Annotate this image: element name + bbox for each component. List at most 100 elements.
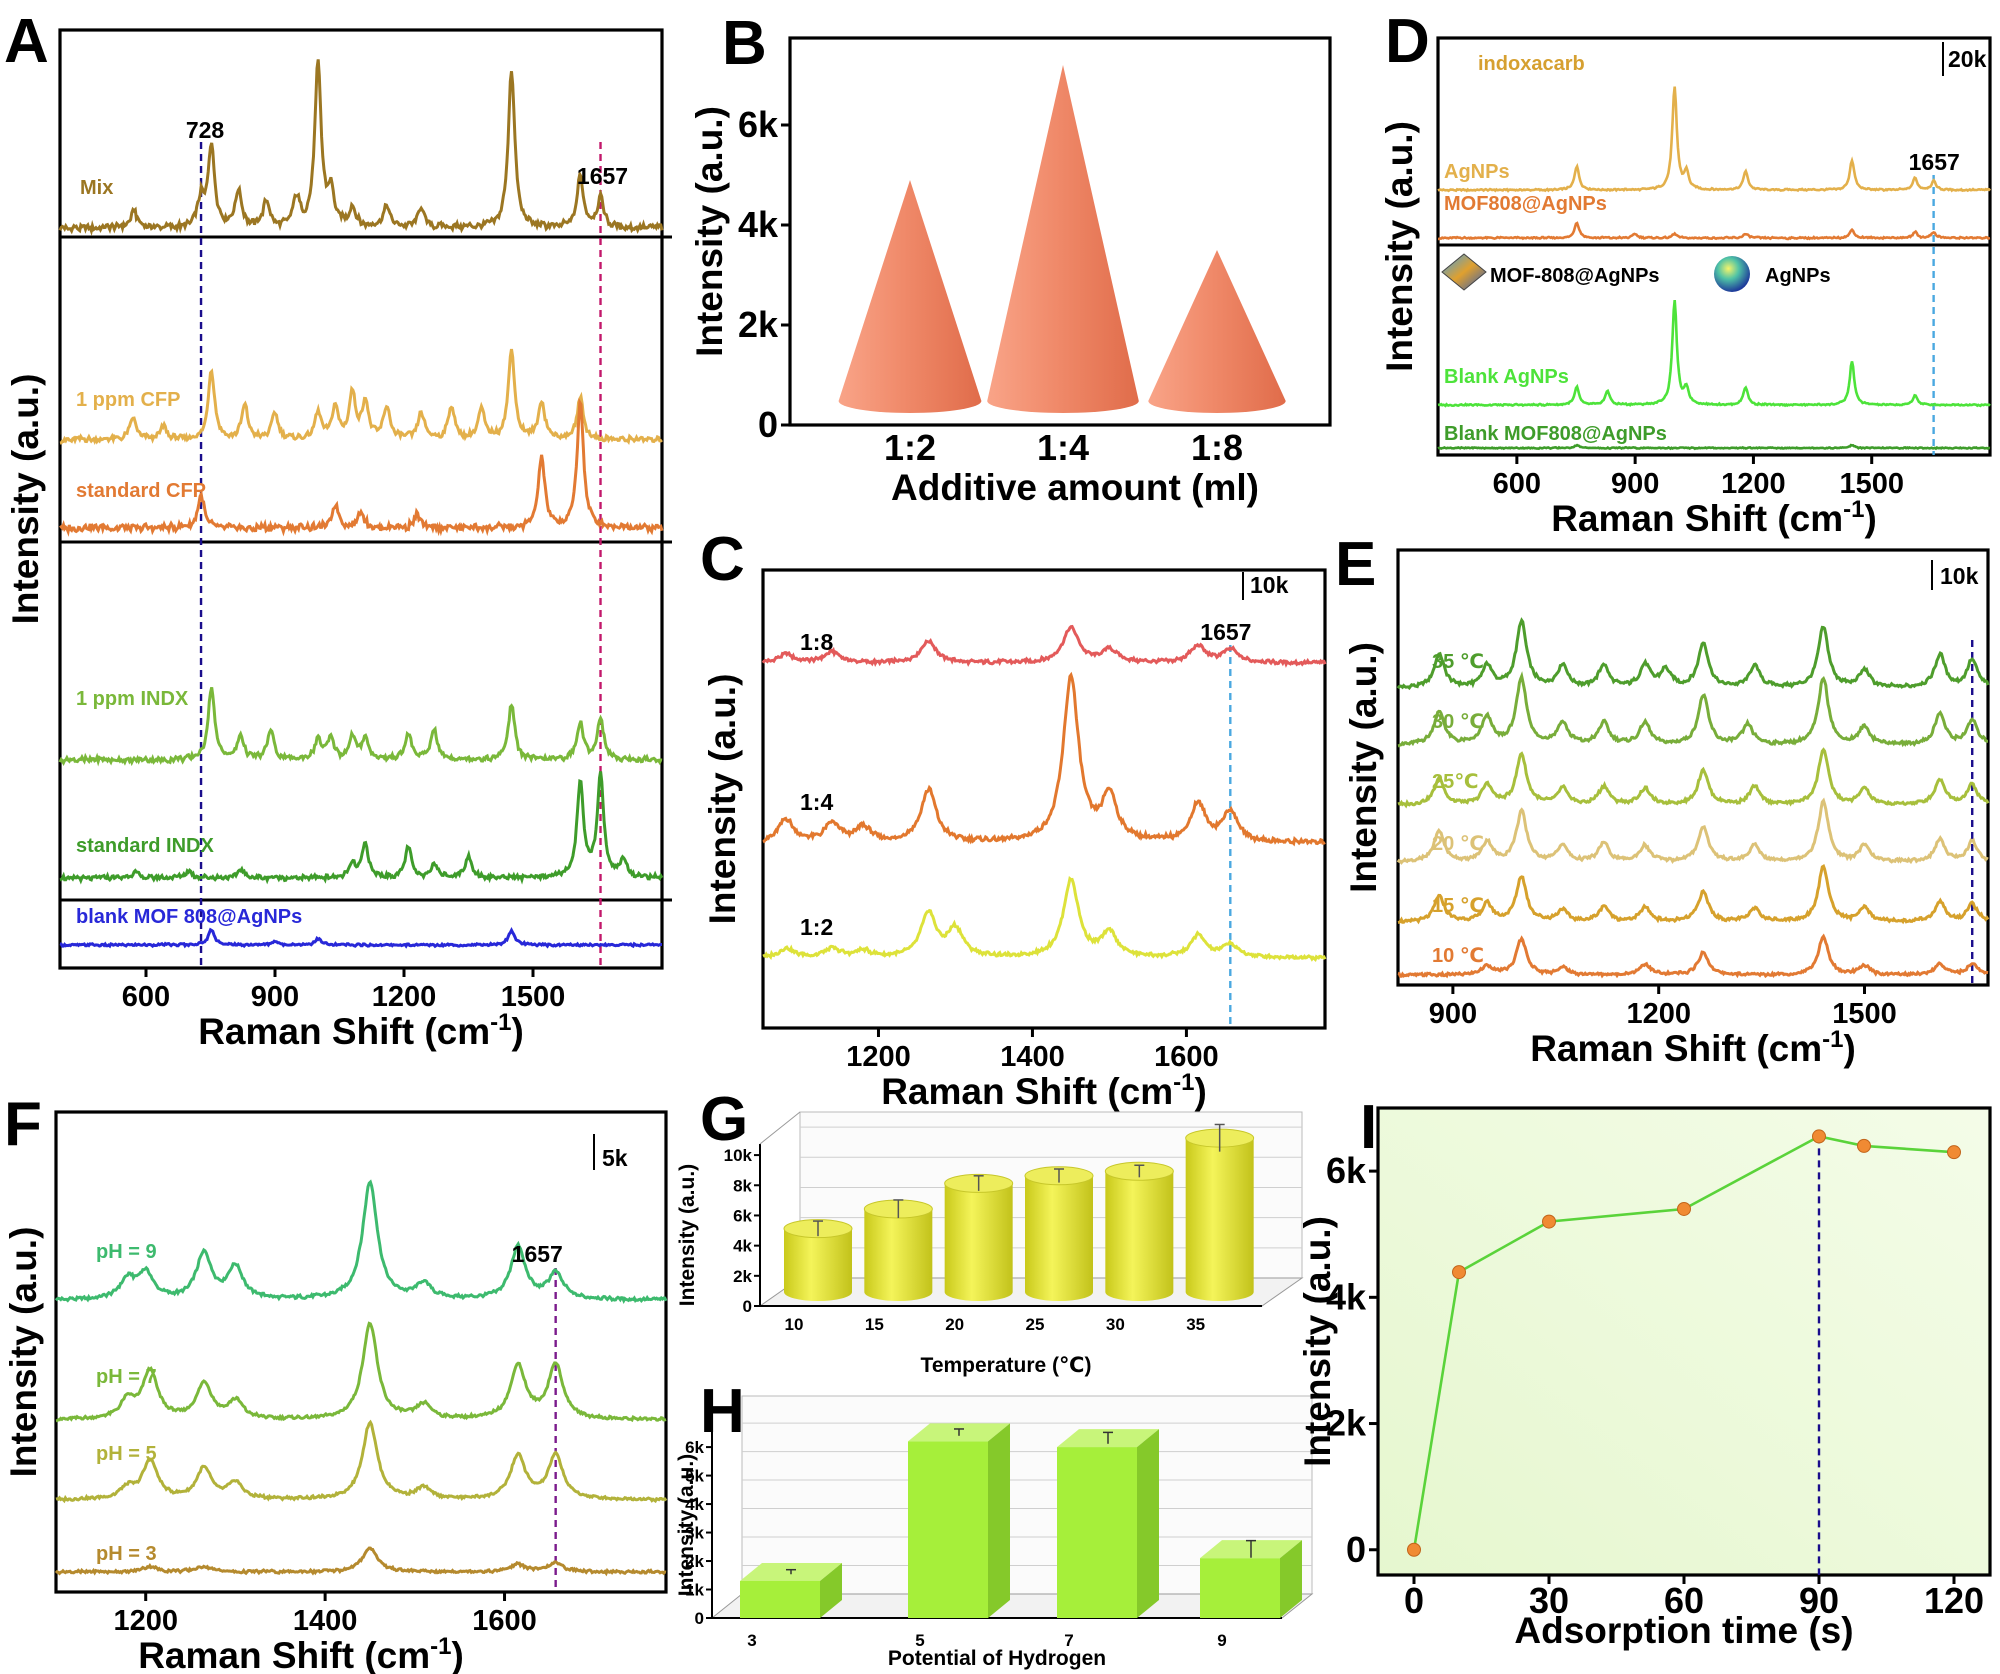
- box-side: [1280, 1540, 1302, 1618]
- y-axis-title: Intensity (a.u.): [1343, 642, 1384, 893]
- plot-background: [1378, 1108, 1990, 1575]
- cone-bar: [838, 180, 982, 413]
- series-line-3: [1437, 299, 1991, 408]
- panel-letter-c: C: [700, 525, 745, 594]
- marker-label: 1657: [1909, 149, 1960, 175]
- scale-label: 20k: [1948, 46, 1987, 72]
- y-axis-title: Intensity (a.u.): [702, 674, 743, 925]
- y-tick-label: 5k: [685, 1467, 704, 1486]
- y-axis-title: Intensity (a.u.): [676, 1164, 699, 1306]
- data-point: [1542, 1214, 1556, 1229]
- series-label: MOF808@AgNPs: [1444, 193, 1607, 215]
- y-tick-label: 4k: [685, 1495, 704, 1514]
- panel-letter-a: A: [4, 7, 49, 76]
- x-tick-label: 1600: [472, 1605, 537, 1637]
- y-tick-label: 0: [743, 1297, 752, 1316]
- cylinder-bar: [944, 1183, 1013, 1301]
- y-tick-label: 6k: [1326, 1150, 1367, 1191]
- series-line-2: [55, 1321, 667, 1423]
- panel-letter-h: H: [700, 1377, 745, 1446]
- cylinder-bar: [1025, 1175, 1093, 1301]
- series-line-2: [59, 348, 663, 446]
- series-label: 15 ℃: [1432, 895, 1484, 917]
- cone-bar: [1148, 250, 1286, 413]
- data-point: [1947, 1145, 1961, 1160]
- x-axis-title: Raman Shift (cm-1): [198, 1009, 524, 1052]
- y-tick-label: 6k: [733, 1206, 752, 1225]
- marker-label: 728: [186, 117, 225, 143]
- x-tick-label: 90: [1799, 1580, 1839, 1621]
- cylinder-bar: [784, 1228, 852, 1301]
- y-tick-label: 6k: [738, 104, 779, 145]
- legend-label: AgNPs: [1765, 265, 1831, 287]
- x-axis-title: Raman Shift (cm-1): [138, 1633, 464, 1674]
- x-axis-title: Potential of Hydrogen: [888, 1647, 1106, 1670]
- panel-g: 0 2k 4k 6k 8k 10k Intensity (a.u.) Temperature …: [676, 1111, 1304, 1377]
- marker-label: 1657: [512, 1241, 563, 1267]
- marker-label: 1657: [1200, 619, 1251, 645]
- octahedron-icon: [1441, 253, 1487, 291]
- x-tick-label: 600: [122, 981, 170, 1013]
- series-label: standard INDX: [76, 835, 214, 857]
- x-axis-title: Raman Shift (cm-1): [881, 1069, 1207, 1112]
- series-label: Blank MOF808@AgNPs: [1444, 423, 1667, 445]
- series-label: 1 ppm CFP: [76, 389, 180, 411]
- legend-label: MOF-808@AgNPs: [1490, 265, 1660, 287]
- x-axis-title: Adsorption time (s): [1514, 1610, 1853, 1651]
- x-axis-title: Raman Shift (cm-1): [1530, 1026, 1856, 1069]
- y-tick-label: 10k: [724, 1146, 753, 1165]
- y-tick-label: 2k: [1326, 1403, 1367, 1444]
- y-tick-label: 0: [758, 404, 778, 445]
- series-label: pH = 5: [96, 1443, 157, 1465]
- x-tick-label: 1500: [1832, 998, 1897, 1030]
- box-side: [1137, 1429, 1159, 1618]
- x-tick-label: 120: [1924, 1580, 1984, 1621]
- series-label: standard CFP: [76, 480, 206, 502]
- series-label: AgNPs: [1444, 161, 1510, 183]
- box-side: [988, 1423, 1010, 1618]
- series-line-4: [54, 1546, 667, 1577]
- series-line-6: [59, 926, 662, 949]
- data-point: [1857, 1138, 1871, 1153]
- y-tick-label: 2k: [733, 1267, 752, 1286]
- series-line-2: [1397, 671, 1988, 748]
- x-tick-label: 1400: [293, 1605, 358, 1637]
- x-tick-label: 3: [747, 1631, 756, 1650]
- series-line-1: [761, 624, 1327, 668]
- x-tick-label: 1200: [372, 981, 437, 1013]
- series-line-4: [1437, 443, 1991, 451]
- data-point: [1677, 1201, 1691, 1216]
- series-line-3: [59, 397, 664, 537]
- series-line-4: [1396, 797, 1989, 865]
- series-line-1: [1437, 86, 1991, 193]
- series-line-3: [55, 1419, 668, 1504]
- series-line-1: [58, 59, 664, 237]
- panel-letter-f: F: [4, 1090, 42, 1159]
- x-tick-label: 1200: [1721, 468, 1786, 500]
- box-bar: [1200, 1558, 1280, 1618]
- x-tick-label: 900: [251, 981, 299, 1013]
- box-side: [820, 1562, 842, 1618]
- marker-label: 1657: [577, 163, 628, 189]
- y-tick-label: 3k: [685, 1524, 704, 1543]
- plot-frame: [54, 1110, 668, 1594]
- data-point: [1452, 1265, 1466, 1280]
- plot-frame: [1396, 548, 1990, 987]
- series-line-1: [1396, 617, 1990, 691]
- series-label: blank MOF 808@AgNPs: [76, 906, 302, 928]
- x-axis-title: Temperature (℃): [921, 1354, 1092, 1377]
- series-label: Mix: [80, 177, 113, 199]
- x-tick-label: 1400: [1000, 1041, 1065, 1073]
- series-label: 35 ℃: [1432, 651, 1484, 673]
- series-label: 25℃: [1432, 771, 1478, 793]
- plot-frame: [58, 28, 664, 970]
- x-tick-label: 0: [1404, 1580, 1424, 1621]
- panel-letter-e: E: [1335, 530, 1376, 599]
- plot-frame: [761, 568, 1327, 1030]
- y-tick-label: 4k: [738, 204, 779, 245]
- series-label: 10 ℃: [1432, 945, 1484, 967]
